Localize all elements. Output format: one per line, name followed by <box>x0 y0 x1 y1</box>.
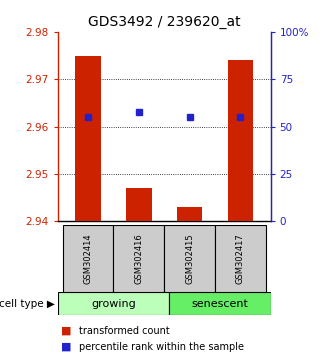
Text: GSM302414: GSM302414 <box>84 233 93 284</box>
Bar <box>177 207 202 221</box>
Bar <box>114 225 164 292</box>
Text: senescent: senescent <box>191 298 248 309</box>
Bar <box>76 56 101 221</box>
Bar <box>126 188 151 221</box>
Bar <box>215 225 266 292</box>
Bar <box>58 292 169 315</box>
Bar <box>164 225 215 292</box>
Text: ■: ■ <box>61 326 72 336</box>
Text: cell type ▶: cell type ▶ <box>0 298 54 309</box>
Bar <box>169 292 271 315</box>
Text: GSM302417: GSM302417 <box>236 233 245 284</box>
Text: transformed count: transformed count <box>79 326 170 336</box>
Text: GSM302415: GSM302415 <box>185 233 194 284</box>
Text: growing: growing <box>91 298 136 309</box>
Bar <box>63 225 114 292</box>
Title: GDS3492 / 239620_at: GDS3492 / 239620_at <box>88 16 241 29</box>
Text: percentile rank within the sample: percentile rank within the sample <box>79 342 244 352</box>
Bar <box>227 60 253 221</box>
Text: GSM302416: GSM302416 <box>134 233 143 284</box>
Text: ■: ■ <box>61 342 72 352</box>
